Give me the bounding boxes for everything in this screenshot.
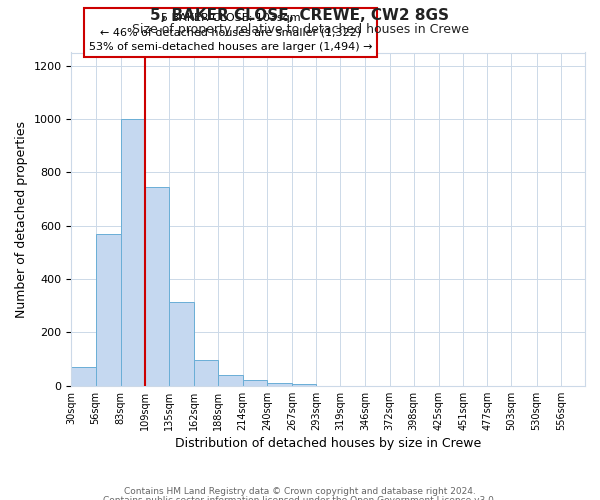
Bar [145, 187, 169, 386]
Bar [267, 383, 292, 386]
X-axis label: Distribution of detached houses by size in Crewe: Distribution of detached houses by size … [175, 437, 481, 450]
Text: 5 BAKER CLOSE: 103sqm
← 46% of detached houses are smaller (1,322)
53% of semi-d: 5 BAKER CLOSE: 103sqm ← 46% of detached … [89, 12, 373, 52]
Text: Size of property relative to detached houses in Crewe: Size of property relative to detached ho… [131, 22, 469, 36]
Bar [71, 367, 95, 386]
Text: Contains HM Land Registry data © Crown copyright and database right 2024.: Contains HM Land Registry data © Crown c… [124, 488, 476, 496]
Bar [121, 119, 145, 386]
Bar [95, 234, 121, 386]
Text: Contains public sector information licensed under the Open Government Licence v3: Contains public sector information licen… [103, 496, 497, 500]
Bar [169, 302, 194, 386]
Text: 5, BAKER CLOSE, CREWE, CW2 8GS: 5, BAKER CLOSE, CREWE, CW2 8GS [151, 8, 449, 22]
Bar [292, 384, 316, 386]
Y-axis label: Number of detached properties: Number of detached properties [15, 120, 28, 318]
Bar [242, 380, 267, 386]
Bar [218, 375, 242, 386]
Bar [194, 360, 218, 386]
